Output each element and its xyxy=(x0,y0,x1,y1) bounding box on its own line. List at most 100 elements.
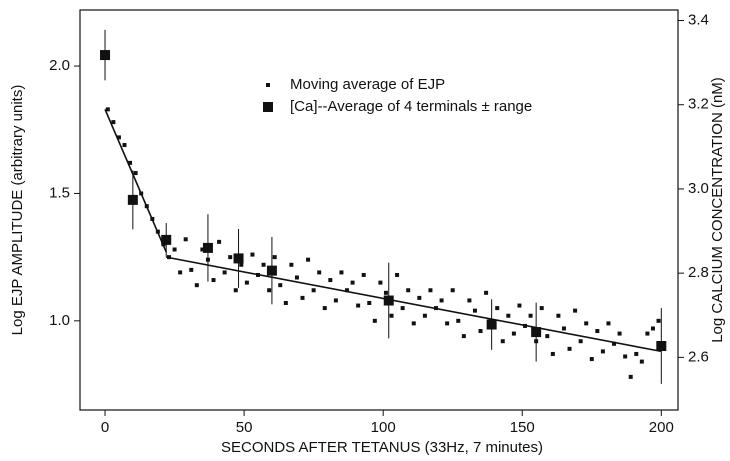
ejp-point xyxy=(339,270,344,275)
ejp-point xyxy=(606,321,611,326)
ejp-point xyxy=(300,295,305,300)
ejp-point xyxy=(506,313,511,318)
ejp-point xyxy=(511,331,516,336)
x-tick-label: 100 xyxy=(371,419,396,436)
ejp-point xyxy=(445,321,450,326)
ca-marker xyxy=(266,265,277,276)
x-tick-label: 50 xyxy=(236,419,253,436)
ejp-point xyxy=(233,288,238,293)
legend-marker xyxy=(263,102,273,112)
ejp-point xyxy=(333,298,338,303)
ejp-point xyxy=(167,255,172,260)
ejp-point xyxy=(467,298,472,303)
ejp-point xyxy=(172,247,177,252)
ejp-point xyxy=(356,303,361,308)
ejp-point xyxy=(595,329,600,334)
ejp-point xyxy=(250,252,255,257)
ejp-point xyxy=(545,334,550,339)
ejp-point xyxy=(194,283,199,288)
legend-marker xyxy=(266,83,270,87)
ejp-point xyxy=(461,334,466,339)
ca-marker xyxy=(486,319,497,330)
ejp-point xyxy=(612,341,617,346)
ejp-point xyxy=(155,229,160,234)
ejp-point xyxy=(306,257,311,262)
ejp-point xyxy=(411,321,416,326)
ejp-point xyxy=(584,321,589,326)
ejp-point xyxy=(128,160,133,165)
ejp-point xyxy=(267,288,272,293)
ejp-point xyxy=(434,306,439,311)
y-tick-label: 2.0 xyxy=(49,57,70,74)
x-tick-label: 200 xyxy=(649,419,674,436)
ejp-point xyxy=(645,331,650,336)
x-tick-label: 150 xyxy=(510,419,535,436)
plot-frame xyxy=(79,9,679,411)
y2-tick-label: 3.2 xyxy=(688,96,709,113)
ejp-point xyxy=(395,272,400,277)
ejp-point xyxy=(261,262,266,267)
ejp-point xyxy=(623,354,628,359)
ca-marker xyxy=(161,234,172,245)
ejp-point xyxy=(361,272,366,277)
ejp-point xyxy=(478,329,483,334)
legend-label: Moving average of EJP xyxy=(290,76,445,93)
ejp-point xyxy=(578,339,583,344)
ejp-point xyxy=(389,313,394,318)
ejp-point xyxy=(289,262,294,267)
ejp-point xyxy=(133,171,138,176)
ejp-point xyxy=(178,270,183,275)
y2-axis-title: Log CALCIUM CONCENTRATION (nM) xyxy=(709,77,726,343)
ejp-point xyxy=(372,318,377,323)
ejp-point xyxy=(400,306,405,311)
ejp-point xyxy=(244,280,249,285)
y2-tick-label: 3.0 xyxy=(688,180,709,197)
ejp-point xyxy=(105,107,110,112)
ejp-point xyxy=(111,120,116,125)
ejp-point xyxy=(116,135,121,140)
ejp-point xyxy=(183,237,188,242)
ejp-point xyxy=(345,288,350,293)
y2-tick-label: 2.8 xyxy=(688,264,709,281)
ejp-point xyxy=(428,288,433,293)
ejp-point xyxy=(294,275,299,280)
fit-line xyxy=(104,109,167,253)
y-tick-label: 1.5 xyxy=(49,184,70,201)
ejp-point xyxy=(450,288,455,293)
legend-label: [Ca]--Average of 4 terminals ± range xyxy=(290,98,532,115)
ejp-point xyxy=(283,300,288,305)
ejp-point xyxy=(656,318,661,323)
ejp-point xyxy=(256,272,261,277)
ejp-point xyxy=(422,313,427,318)
ejp-point xyxy=(500,339,505,344)
fit-line xyxy=(166,256,662,353)
ejp-point xyxy=(556,313,561,318)
ejp-point xyxy=(350,280,355,285)
ejp-point xyxy=(239,262,244,267)
y-axis-title: Log EJP AMPLITUDE (arbitrary units) xyxy=(9,85,26,336)
ca-marker xyxy=(233,253,244,264)
ejp-point xyxy=(573,308,578,313)
ejp-point xyxy=(634,351,639,356)
ejp-point xyxy=(144,204,149,209)
ejp-point xyxy=(189,267,194,272)
ejp-point xyxy=(211,278,216,283)
ejp-point xyxy=(472,308,477,313)
ca-marker xyxy=(531,327,542,338)
ejp-point xyxy=(383,290,388,295)
ca-marker xyxy=(383,295,394,306)
ejp-point xyxy=(517,303,522,308)
ejp-point xyxy=(495,306,500,311)
ejp-point xyxy=(528,313,533,318)
ejp-point xyxy=(600,349,605,354)
ca-marker xyxy=(202,242,213,253)
ejp-point xyxy=(222,270,227,275)
ejp-point xyxy=(228,255,233,260)
ejp-point xyxy=(139,191,144,196)
y2-tick-label: 2.6 xyxy=(688,348,709,365)
ejp-point xyxy=(539,306,544,311)
ejp-point xyxy=(217,239,222,244)
ejp-point xyxy=(367,300,372,305)
ejp-point xyxy=(278,283,283,288)
ejp-point xyxy=(550,351,555,356)
